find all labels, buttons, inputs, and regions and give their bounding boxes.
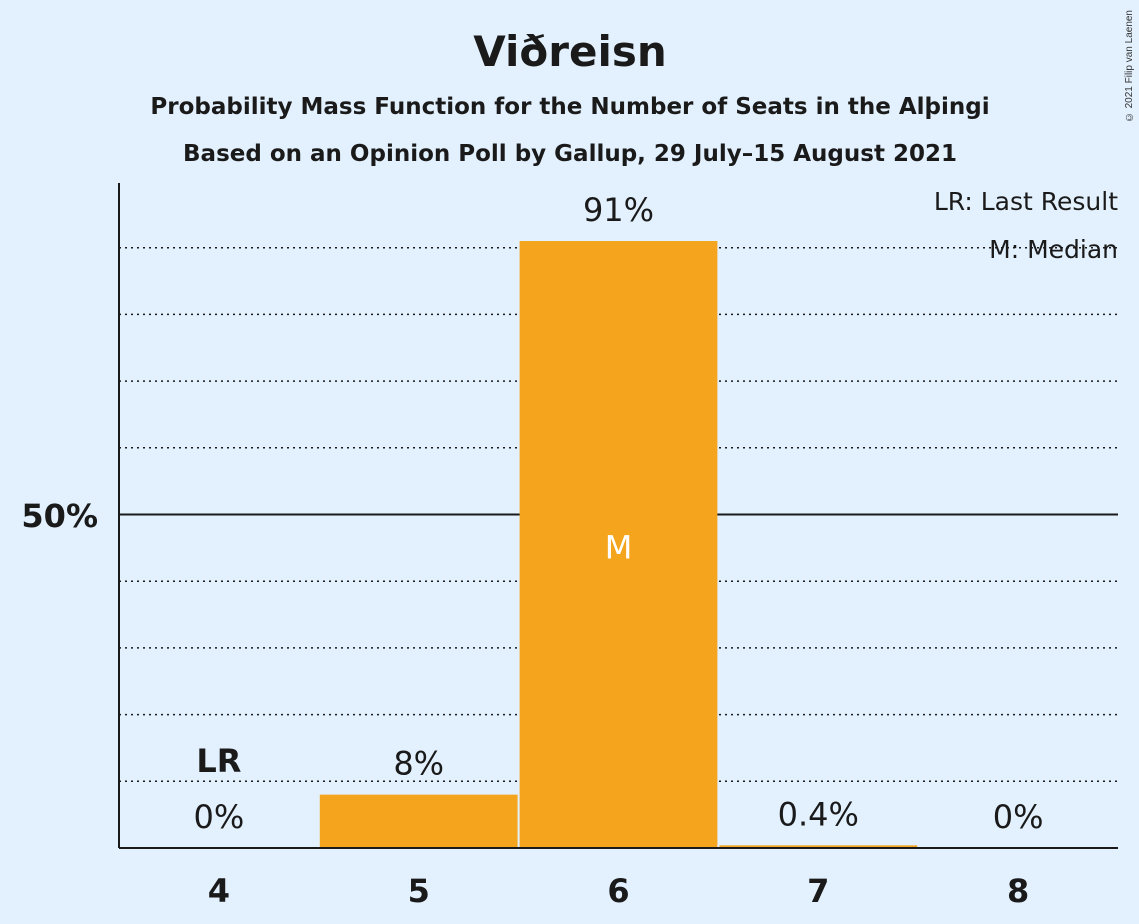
x-tick-label-8: 8 bbox=[1007, 872, 1029, 910]
value-label-7: 0.4% bbox=[778, 795, 859, 833]
bars bbox=[319, 241, 918, 848]
x-tick-label-6: 6 bbox=[607, 872, 629, 910]
value-label-5: 8% bbox=[393, 745, 444, 783]
x-tick-labels: 4 5 6 7 8 bbox=[208, 872, 1029, 910]
x-tick-label-5: 5 bbox=[408, 872, 430, 910]
chart-title: Viðreisn bbox=[473, 27, 667, 76]
value-label-8: 0% bbox=[993, 798, 1044, 836]
legend-last-result: LR: Last Result bbox=[934, 187, 1118, 216]
bar-seats-5 bbox=[319, 794, 518, 848]
chart-subtitle: Probability Mass Function for the Number… bbox=[150, 94, 989, 120]
value-label-4: 0% bbox=[194, 798, 245, 836]
x-tick-label-4: 4 bbox=[208, 872, 230, 910]
bar-seats-6 bbox=[519, 241, 718, 848]
median-marker: M bbox=[605, 529, 633, 567]
bar-seats-7 bbox=[719, 845, 918, 848]
value-label-6: 91% bbox=[583, 191, 654, 229]
x-tick-label-7: 7 bbox=[807, 872, 829, 910]
copyright: © 2021 Filip van Laenen bbox=[1124, 10, 1135, 123]
legend-median: M: Median bbox=[989, 235, 1118, 264]
chart-subtitle-2: Based on an Opinion Poll by Gallup, 29 J… bbox=[183, 141, 957, 167]
last-result-marker: LR bbox=[196, 742, 241, 780]
y-tick-label: 50% bbox=[21, 497, 98, 535]
value-labels: 0% LR 8% 91% M 0.4% 0% bbox=[194, 191, 1044, 836]
